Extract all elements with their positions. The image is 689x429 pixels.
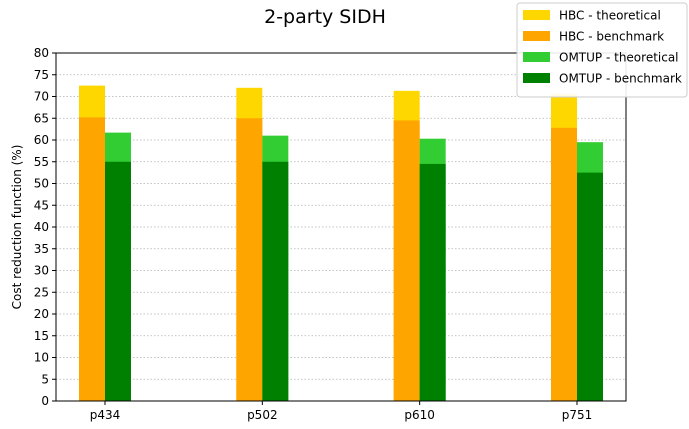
- y-tick-label: 50: [34, 177, 49, 191]
- y-tick-label: 70: [34, 90, 49, 104]
- y-tick-label: 35: [34, 242, 49, 256]
- bar-hbc-benchmark: [236, 118, 263, 401]
- bar-hbc-benchmark: [393, 120, 420, 402]
- y-tick-label: 80: [34, 46, 49, 60]
- legend-label: OMTUP - benchmark: [559, 72, 682, 86]
- x-tick-label: p610: [404, 408, 435, 422]
- bar-omtup-benchmark: [577, 172, 603, 401]
- y-tick-label: 55: [34, 155, 49, 169]
- legend-label: OMTUP - theoretical: [559, 51, 679, 65]
- legend-swatch: [523, 31, 550, 41]
- y-tick-label: 0: [41, 394, 49, 408]
- gridlines: [56, 74, 626, 380]
- y-tick-label: 60: [34, 133, 49, 147]
- chart-title: 2-party SIDH: [264, 6, 386, 28]
- x-axis: p434 p502 p610 p751: [90, 401, 593, 422]
- x-tick-label: p434: [90, 408, 121, 422]
- y-tick-label: 25: [34, 285, 49, 299]
- x-tick-label: p502: [247, 408, 278, 422]
- y-tick-label: 5: [41, 372, 49, 386]
- legend-swatch: [523, 52, 550, 62]
- y-tick-label: 45: [34, 198, 49, 212]
- y-tick-label: 15: [34, 329, 49, 343]
- legend-swatch: [523, 73, 550, 83]
- y-tick-label: 30: [34, 264, 49, 278]
- y-tick-label: 65: [34, 111, 49, 125]
- bar-omtup-benchmark: [419, 163, 446, 401]
- x-tick-label: p751: [562, 408, 593, 422]
- legend-label: HBC - benchmark: [559, 30, 664, 44]
- legend-box: [516, 2, 688, 98]
- bar-omtup-benchmark: [105, 161, 131, 401]
- y-axis-label: Cost reduction function (%): [10, 145, 24, 310]
- legend-swatch: [523, 10, 550, 20]
- y-tick-label: 75: [34, 68, 49, 82]
- y-tick-label: 10: [34, 351, 49, 365]
- bar-hbc-benchmark: [551, 127, 577, 401]
- legend-label: HBC - theoretical: [559, 9, 661, 23]
- y-tick-label: 20: [34, 307, 49, 321]
- legend[interactable]: HBC - theoretical HBC - benchmark OMTUP - …: [516, 2, 688, 98]
- y-tick-label: 40: [34, 220, 49, 234]
- y-axis: 0 5 10 15 20 25 30 35 40 45 50 55 60 65 70 75 80: [34, 46, 56, 408]
- bar-omtup-benchmark: [262, 161, 289, 401]
- bar-hbc-benchmark: [79, 117, 105, 401]
- bars: [79, 85, 603, 402]
